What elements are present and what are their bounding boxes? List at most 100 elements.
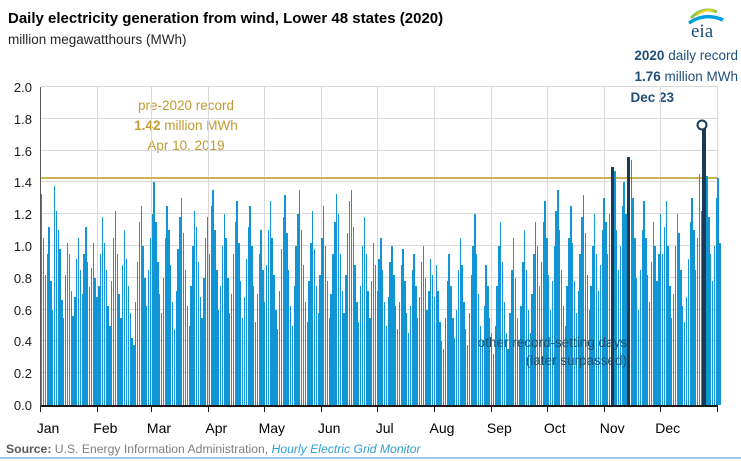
x-tick-12 [717,407,718,412]
gridline-v-3 [263,87,265,405]
bar-day-336 [661,253,664,405]
bar-day-17 [70,290,72,405]
bar-day-114 [249,206,251,405]
bar-day-20 [76,258,78,405]
bar-day-64 [157,261,159,405]
bar-day-15 [66,242,69,405]
bar-day-37 [107,306,109,405]
bar-day-154 [323,206,325,405]
bar-day-62 [153,182,155,405]
x-tick-7 [433,407,435,412]
bar-day-331 [652,222,654,405]
source-link[interactable]: Hourly Electric Grid Monitor [271,442,421,456]
bar-day-54 [138,222,141,405]
y-tick-label-0.0: 0.0 [13,398,32,413]
bar-day-276 [548,274,550,405]
bar-day-44 [120,317,122,405]
bar-day-347 [682,306,684,405]
bar-day-118 [256,293,259,405]
bar-day-57 [144,277,146,405]
bar-day-77 [181,198,183,405]
bar-day-25 [85,226,87,405]
month-label-apr: Apr [205,420,228,436]
bar-day-49 [129,312,131,405]
y-tick-label-1.0: 1.0 [13,239,32,254]
bar-day-203 [413,253,415,405]
bar-day-339 [667,246,669,405]
bar-day-257 [513,238,515,405]
bar-day-157 [328,317,330,405]
bar-day-287 [568,238,570,405]
bar-day-124 [267,230,270,405]
bottom-accent-rule [0,457,741,459]
bar-day-359 [706,176,708,405]
bar-day-3 [44,274,47,405]
bar-day-89 [203,277,205,405]
bar-day-148 [312,211,314,405]
bar-day-272 [540,261,542,405]
bar-day-275 [546,238,548,405]
bar-day-120 [260,230,262,405]
record-2020-annotation: 2020 daily record 1.76 million MWh Dec 2… [630,45,738,108]
bar-day-337 [663,226,666,405]
bar-day-93 [210,206,212,405]
bar-day-87 [199,296,201,405]
bar-day-193 [395,306,397,405]
bar-day-126 [271,238,273,405]
bar-day-237 [476,253,478,405]
bar-day-361 [710,253,712,405]
bar-day-301 [594,214,596,405]
bar-day-7 [52,309,54,405]
bar-day-240 [481,341,483,405]
bar-day-108 [238,242,240,405]
bar-day-32 [98,285,100,405]
bar-day-264 [525,269,528,405]
bar-day-288 [570,206,572,405]
bar-day-290 [573,280,576,405]
bar-day-263 [524,230,526,405]
bar-day-96 [216,269,218,405]
x-tick-5 [321,407,323,412]
gridline-v-6 [433,87,435,405]
bar-day-180 [371,280,373,405]
bar-day-227 [457,269,460,405]
month-label-feb: Feb [93,420,118,436]
y-tick-label-0.2: 0.2 [13,366,32,382]
bar-day-213 [431,274,434,405]
bar-day-300 [592,246,594,405]
bar-day-121 [262,269,264,405]
bar-day-100 [223,214,225,405]
bar-day-302 [595,253,598,405]
eia-logo-icon: eia [688,8,724,42]
bar-day-249 [498,246,500,405]
bar-day-206 [418,296,421,405]
bar-day-251 [501,261,504,405]
bar-day-86 [197,261,200,405]
bar-day-222 [448,253,450,405]
bar-day-349 [685,296,688,405]
bar-day-170 [352,226,354,405]
bar-day-163 [339,253,342,405]
pre-2020-line1: pre-2020 record [137,98,235,113]
gridline-v-2 [208,87,210,405]
bar-day-190 [389,261,391,405]
bar-day-149 [313,249,316,405]
bar-day-364 [715,198,717,405]
month-label-jul: Jul [375,420,394,436]
bar-day-362 [711,280,714,405]
bar-day-270 [536,246,539,405]
bar-day-345 [678,233,680,405]
bar-day-24 [83,253,85,405]
record-2020-date: Dec 23 [630,90,674,105]
bar-day-125 [269,201,271,405]
bar-day-292 [577,290,579,405]
bar-day-255 [509,312,511,405]
bar-day-298 [588,309,590,405]
x-tick-0 [40,407,41,412]
bar-day-29 [92,242,94,405]
bar-day-31 [96,296,98,405]
bar-day-168 [348,201,351,405]
bar-day-363 [713,246,716,405]
y-tick-label-0.6: 0.6 [13,302,32,318]
